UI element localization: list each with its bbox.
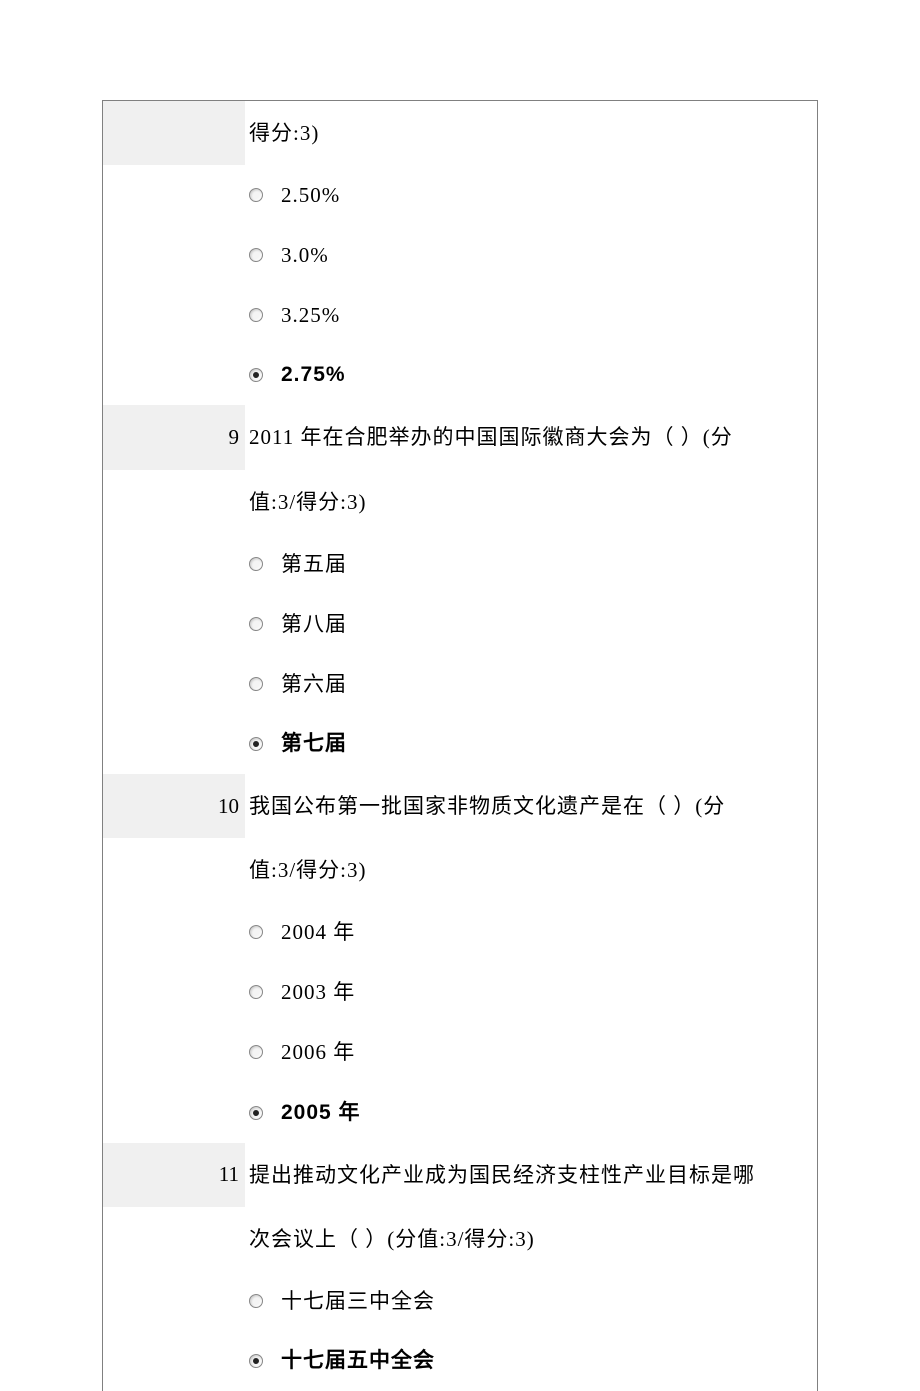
option-left-spacer bbox=[103, 345, 245, 405]
radio-icon[interactable] bbox=[249, 925, 263, 939]
option-cell: 第五届 bbox=[245, 534, 817, 594]
option-label: 第七届 bbox=[281, 722, 347, 766]
option-cell: 第六届 bbox=[245, 654, 817, 714]
option-label: 2005 年 bbox=[281, 1091, 361, 1135]
option-left-spacer bbox=[103, 1083, 245, 1143]
question-text-row: 值:3/得分:3) bbox=[103, 470, 817, 534]
question-number-cell: 11 bbox=[103, 1143, 245, 1207]
option-row[interactable]: 第八届 bbox=[103, 594, 817, 654]
option-left-spacer bbox=[103, 165, 245, 225]
option-label: 2004 年 bbox=[281, 910, 355, 954]
option-cell: 2.75% bbox=[245, 345, 817, 405]
question-text: 值:3/得分:3) bbox=[245, 838, 817, 902]
option-cell: 十七届三中全会 bbox=[245, 1271, 817, 1331]
option-row[interactable]: 2003 年 bbox=[103, 962, 817, 1022]
option-label: 2006 年 bbox=[281, 1030, 355, 1074]
option-row[interactable]: 2004 年 bbox=[103, 902, 817, 962]
question-number: 10 bbox=[218, 794, 239, 819]
option-left-spacer bbox=[103, 285, 245, 345]
option-left-spacer bbox=[103, 1331, 245, 1391]
radio-icon[interactable] bbox=[249, 985, 263, 999]
question-text-row: 值:3/得分:3) bbox=[103, 838, 817, 902]
question-text-row: 92011 年在合肥举办的中国国际徽商大会为（ ）(分 bbox=[103, 405, 817, 469]
option-left-spacer bbox=[103, 594, 245, 654]
question-number: 11 bbox=[219, 1162, 239, 1187]
radio-icon[interactable] bbox=[249, 1045, 263, 1059]
page: 得分:3) 2.50% 3.0% 3.25% 2.75% 92011 年在合肥举办的中国国… bbox=[0, 0, 920, 1391]
option-label: 十七届五中全会 bbox=[281, 1339, 435, 1383]
option-cell: 第八届 bbox=[245, 594, 817, 654]
option-cell: 2006 年 bbox=[245, 1022, 817, 1082]
option-label: 第八届 bbox=[281, 602, 347, 646]
option-left-spacer bbox=[103, 654, 245, 714]
question-text: 提出推动文化产业成为国民经济支柱性产业目标是哪 bbox=[245, 1143, 817, 1207]
question-text: 值:3/得分:3) bbox=[245, 470, 817, 534]
radio-icon[interactable] bbox=[249, 737, 263, 751]
option-left-spacer bbox=[103, 225, 245, 285]
radio-icon[interactable] bbox=[249, 1354, 263, 1368]
option-left-spacer bbox=[103, 534, 245, 594]
option-row[interactable]: 第六届 bbox=[103, 654, 817, 714]
question-number-cell bbox=[103, 1207, 245, 1271]
radio-icon[interactable] bbox=[249, 557, 263, 571]
option-left-spacer bbox=[103, 1022, 245, 1082]
option-cell: 2005 年 bbox=[245, 1083, 817, 1143]
option-cell: 2004 年 bbox=[245, 902, 817, 962]
option-cell: 十七届五中全会 bbox=[245, 1331, 817, 1391]
option-row[interactable]: 3.0% bbox=[103, 225, 817, 285]
option-label: 2.75% bbox=[281, 353, 346, 397]
question-number-cell: 9 bbox=[103, 405, 245, 469]
option-label: 3.0% bbox=[281, 233, 329, 277]
option-row[interactable]: 3.25% bbox=[103, 285, 817, 345]
option-row[interactable]: 第七届 bbox=[103, 714, 817, 774]
option-row[interactable]: 2005 年 bbox=[103, 1083, 817, 1143]
radio-icon[interactable] bbox=[249, 248, 263, 262]
option-row[interactable]: 2006 年 bbox=[103, 1022, 817, 1082]
question-text: 次会议上（ ）(分值:3/得分:3) bbox=[245, 1207, 817, 1271]
radio-icon[interactable] bbox=[249, 1106, 263, 1120]
question-text-row: 次会议上（ ）(分值:3/得分:3) bbox=[103, 1207, 817, 1271]
radio-icon[interactable] bbox=[249, 188, 263, 202]
question-text-row: 得分:3) bbox=[103, 101, 817, 165]
radio-icon[interactable] bbox=[249, 677, 263, 691]
option-cell: 第七届 bbox=[245, 714, 817, 774]
option-cell: 3.0% bbox=[245, 225, 817, 285]
radio-icon[interactable] bbox=[249, 368, 263, 382]
question-number-cell bbox=[103, 101, 245, 165]
option-label: 3.25% bbox=[281, 293, 340, 337]
question-number-cell bbox=[103, 470, 245, 534]
option-left-spacer bbox=[103, 714, 245, 774]
question-text: 我国公布第一批国家非物质文化遗产是在（ ）(分 bbox=[245, 774, 817, 838]
option-label: 第五届 bbox=[281, 542, 347, 586]
option-label: 第六届 bbox=[281, 662, 347, 706]
option-left-spacer bbox=[103, 962, 245, 1022]
question-text: 2011 年在合肥举办的中国国际徽商大会为（ ）(分 bbox=[245, 405, 817, 469]
option-row[interactable]: 2.50% bbox=[103, 165, 817, 225]
option-left-spacer bbox=[103, 1271, 245, 1331]
option-label: 2.50% bbox=[281, 173, 340, 217]
option-cell: 2.50% bbox=[245, 165, 817, 225]
option-row[interactable]: 十七届五中全会 bbox=[103, 1331, 817, 1391]
question-number-cell bbox=[103, 838, 245, 902]
option-cell: 2003 年 bbox=[245, 962, 817, 1022]
option-row[interactable]: 十七届三中全会 bbox=[103, 1271, 817, 1331]
radio-icon[interactable] bbox=[249, 1294, 263, 1308]
question-number: 9 bbox=[229, 425, 240, 450]
quiz-content: 得分:3) 2.50% 3.0% 3.25% 2.75% 92011 年在合肥举办的中国国… bbox=[102, 100, 818, 1391]
question-text: 得分:3) bbox=[245, 101, 817, 165]
option-label: 十七届三中全会 bbox=[281, 1279, 435, 1323]
option-row[interactable]: 第五届 bbox=[103, 534, 817, 594]
question-number-cell: 10 bbox=[103, 774, 245, 838]
radio-icon[interactable] bbox=[249, 308, 263, 322]
radio-icon[interactable] bbox=[249, 617, 263, 631]
question-text-row: 10我国公布第一批国家非物质文化遗产是在（ ）(分 bbox=[103, 774, 817, 838]
option-cell: 3.25% bbox=[245, 285, 817, 345]
option-row[interactable]: 2.75% bbox=[103, 345, 817, 405]
question-text-row: 11提出推动文化产业成为国民经济支柱性产业目标是哪 bbox=[103, 1143, 817, 1207]
option-left-spacer bbox=[103, 902, 245, 962]
option-label: 2003 年 bbox=[281, 970, 355, 1014]
